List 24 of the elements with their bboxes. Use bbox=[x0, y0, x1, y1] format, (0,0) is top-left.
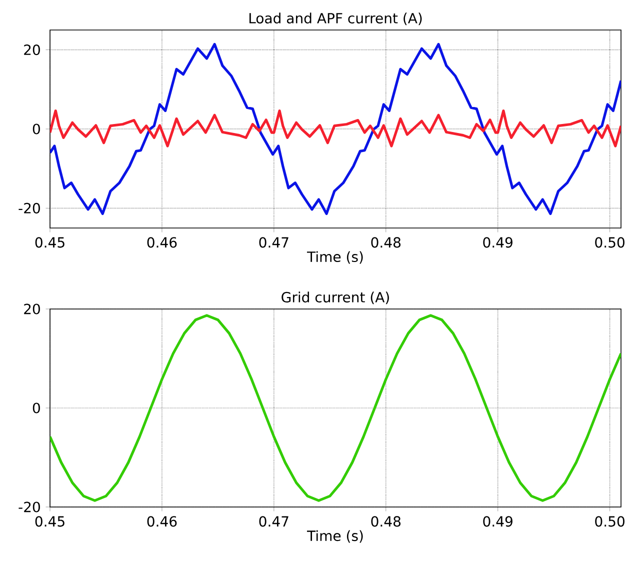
x-tick-label: 0.47 bbox=[259, 516, 288, 527]
chart-title: Grid current (A) bbox=[282, 292, 389, 304]
y-tick-label: -20 bbox=[18, 202, 40, 214]
x-tick-label: 0.49 bbox=[483, 516, 512, 527]
x-tick-label: 0.50 bbox=[595, 516, 624, 527]
x-tick-label: 0.49 bbox=[483, 237, 512, 248]
y-tick-label: 0 bbox=[32, 124, 40, 134]
chart-title: Load and APF current (A) bbox=[249, 12, 422, 26]
x-tick-label: 0.48 bbox=[371, 516, 401, 527]
y-tick-label: -20 bbox=[18, 502, 40, 512]
y-tick-label: 20 bbox=[24, 44, 40, 56]
x-tick-label: 0.50 bbox=[595, 237, 624, 248]
line-series bbox=[50, 42, 621, 216]
x-tick-label: 0.45 bbox=[35, 516, 64, 527]
x-axis-title: Time (s) bbox=[306, 251, 363, 264]
x-axis-title: Time (s) bbox=[306, 530, 363, 543]
x-tick-label: 0.47 bbox=[259, 237, 288, 248]
y-tick-label: 0 bbox=[32, 402, 40, 414]
x-tick-label: 0.45 bbox=[35, 237, 64, 248]
x-tick-label: 0.48 bbox=[371, 237, 401, 248]
y-tick-label: 20 bbox=[24, 304, 40, 314]
line-series bbox=[50, 109, 621, 148]
x-tick-label: 0.46 bbox=[147, 516, 177, 527]
x-tick-label: 0.46 bbox=[147, 237, 177, 248]
